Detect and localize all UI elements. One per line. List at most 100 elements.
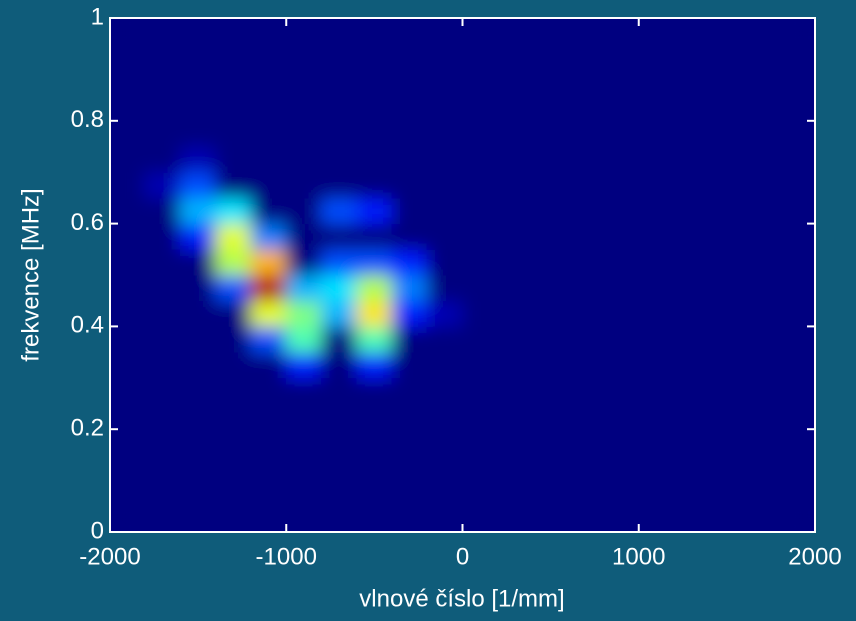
- heatmap-cell: [285, 223, 322, 250]
- heatmap-cell: [426, 403, 463, 430]
- heatmap-cell: [356, 197, 393, 225]
- heatmap-cell: [708, 248, 745, 276]
- y-axis-label: frekvence [MHz]: [17, 188, 44, 361]
- heatmap-cell: [391, 171, 428, 199]
- heatmap-cell: [497, 94, 534, 122]
- heatmap-cell: [708, 43, 745, 70]
- heatmap-cell: [673, 351, 710, 379]
- heatmap-cell: [673, 43, 710, 70]
- heatmap-cell: [321, 146, 358, 173]
- heatmap-cell: [285, 18, 322, 45]
- heatmap-cell: [215, 403, 252, 430]
- heatmap-cell: [497, 505, 534, 532]
- heatmap-cell: [250, 68, 287, 96]
- heatmap-cell: [144, 480, 181, 507]
- heatmap-cell: [567, 68, 604, 96]
- heatmap-cell: [603, 300, 640, 327]
- heatmap-cell: [426, 428, 463, 456]
- heatmap-cell: [708, 274, 745, 302]
- heatmap-cell: [110, 325, 146, 353]
- heatmap-cell: [532, 248, 569, 276]
- heatmap-cell: [180, 274, 217, 302]
- heatmap-cell: [144, 403, 181, 430]
- heatmap-cell: [779, 120, 815, 147]
- heatmap-cell: [321, 43, 358, 70]
- heatmap-cell: [708, 120, 745, 147]
- heatmap-cell: [426, 171, 463, 199]
- heatmap-cell: [144, 171, 181, 199]
- heatmap-cell: [603, 325, 640, 353]
- heatmap-cell: [215, 274, 252, 302]
- heatmap-cell: [638, 223, 675, 250]
- heatmap-cell: [215, 454, 252, 482]
- heatmap-cell: [779, 94, 815, 122]
- heatmap-cell: [673, 454, 710, 482]
- heatmap-cell: [744, 94, 781, 122]
- heatmap-cell: [110, 120, 146, 147]
- heatmap-cell: [426, 94, 463, 122]
- heatmap-cell: [426, 351, 463, 379]
- heatmap-cell: [285, 325, 322, 353]
- heatmap-cell: [426, 120, 463, 147]
- heatmap-cell: [532, 480, 569, 507]
- y-tick-label: 0: [91, 517, 104, 544]
- heatmap-cell: [426, 300, 463, 327]
- heatmap-cell: [603, 403, 640, 430]
- heatmap-cell: [391, 505, 428, 532]
- heatmap-cell: [567, 146, 604, 173]
- heatmap-cell: [673, 171, 710, 199]
- heatmap-cell: [462, 428, 499, 456]
- heatmap-cell: [567, 18, 604, 45]
- heatmap-cell: [250, 505, 287, 532]
- heatmap-cell: [462, 274, 499, 302]
- heatmap-cell: [638, 94, 675, 122]
- heatmap-cell: [497, 248, 534, 276]
- heatmap-cell: [779, 505, 815, 532]
- heatmap-cell: [744, 505, 781, 532]
- heatmap-cell: [673, 18, 710, 45]
- heatmap-cell: [356, 43, 393, 70]
- heatmap-cell: [497, 68, 534, 96]
- heatmap-cell: [110, 18, 146, 45]
- heatmap-cell: [180, 171, 217, 199]
- heatmap-cell: [673, 223, 710, 250]
- x-tick-label: 2000: [788, 543, 841, 570]
- heatmap-cell: [462, 197, 499, 225]
- heatmap-cell: [567, 274, 604, 302]
- heatmap-cell: [744, 120, 781, 147]
- heatmap-cell: [285, 68, 322, 96]
- heatmap-cell: [779, 325, 815, 353]
- heatmap-cell: [744, 351, 781, 379]
- heatmap-cell: [321, 300, 358, 327]
- heatmap-cell: [567, 223, 604, 250]
- heatmap-cell: [673, 274, 710, 302]
- heatmap-cell: [356, 300, 393, 327]
- heatmap-clip: [110, 18, 815, 532]
- heatmap-cell: [744, 171, 781, 199]
- heatmap-cell: [391, 377, 428, 404]
- heatmap-cell: [497, 43, 534, 70]
- heatmap-cell: [180, 146, 217, 173]
- heatmap-cell: [603, 197, 640, 225]
- heatmap-cell: [779, 223, 815, 250]
- heatmap-cell: [215, 94, 252, 122]
- heatmap-cell: [250, 223, 287, 250]
- heatmap-cell: [250, 120, 287, 147]
- heatmap-cell: [426, 377, 463, 404]
- heatmap-cell: [250, 146, 287, 173]
- heatmap-cell: [462, 300, 499, 327]
- heatmap-cell: [110, 197, 146, 225]
- heatmap-cell: [603, 94, 640, 122]
- heatmap-cell: [180, 377, 217, 404]
- heatmap-cell: [391, 274, 428, 302]
- heatmap-cell: [250, 94, 287, 122]
- heatmap-cell: [356, 403, 393, 430]
- heatmap-cell: [779, 171, 815, 199]
- heatmap-cell: [638, 171, 675, 199]
- heatmap-cell: [744, 454, 781, 482]
- heatmap-cell: [110, 223, 146, 250]
- heatmap-cell: [250, 377, 287, 404]
- heatmap-cell: [426, 43, 463, 70]
- heatmap-cell: [603, 248, 640, 276]
